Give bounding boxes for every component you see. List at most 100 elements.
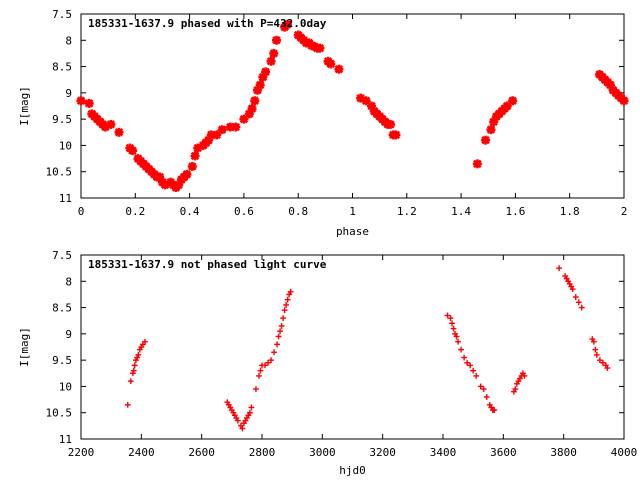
data-point xyxy=(334,64,344,74)
x-axis-label: phase xyxy=(336,225,369,238)
data-point xyxy=(467,362,474,369)
data-point xyxy=(508,96,518,106)
data-point xyxy=(444,312,451,319)
data-point xyxy=(458,346,464,353)
data-point xyxy=(234,417,241,424)
x-tick-label: 3200 xyxy=(369,446,396,459)
data-point xyxy=(604,365,611,371)
x-tick-label: 4000 xyxy=(611,446,638,459)
y-axis-label: I[mag] xyxy=(18,86,31,126)
y-tick-label: 9 xyxy=(65,328,72,341)
data-point xyxy=(206,130,216,140)
x-tick-label: 3400 xyxy=(430,446,457,459)
data-point xyxy=(127,378,134,385)
data-point xyxy=(239,114,249,124)
data-point xyxy=(449,320,455,327)
data-point xyxy=(266,56,276,66)
x-tick-label: 2800 xyxy=(249,446,276,459)
x-tick-label: 1.6 xyxy=(505,205,525,218)
data-point xyxy=(275,333,282,340)
data-point xyxy=(239,425,246,432)
data-point xyxy=(315,43,325,53)
data-point xyxy=(592,346,599,353)
y-tick-label: 7.5 xyxy=(52,8,72,21)
x-tick-label: 3600 xyxy=(490,446,517,459)
data-point xyxy=(453,333,460,340)
x-tick-label: 1.4 xyxy=(451,205,471,218)
x-tick-label: 0.2 xyxy=(125,205,145,218)
y-tick-label: 9.5 xyxy=(52,354,72,367)
y-tick-label: 8 xyxy=(65,275,72,288)
data-point xyxy=(596,357,603,364)
chart-panel-2: 2200 2400 2600 2800 3000 3200 3400 3600 3800 4000… xyxy=(18,249,637,477)
y-tick-label: 11 xyxy=(59,192,72,205)
data-point xyxy=(255,80,265,90)
x-tick-label: 2600 xyxy=(188,446,215,459)
y-tick-label: 8.5 xyxy=(52,302,72,315)
x-tick-label: 1 xyxy=(349,205,356,218)
y-tick-label: 8.5 xyxy=(52,61,72,74)
data-points xyxy=(124,265,611,432)
data-point xyxy=(190,151,200,161)
data-point xyxy=(619,96,629,106)
data-point xyxy=(473,373,480,379)
data-point xyxy=(130,367,137,374)
data-point xyxy=(486,125,496,135)
x-tick-label: 0.8 xyxy=(288,205,308,218)
data-point xyxy=(281,307,288,314)
plot-frame xyxy=(80,13,625,199)
data-point xyxy=(477,383,484,390)
y-tick-label: 11 xyxy=(59,433,72,446)
y-tick-label: 10.5 xyxy=(46,166,73,179)
x-tick-label: 1.8 xyxy=(560,205,580,218)
data-point xyxy=(271,35,281,45)
data-point xyxy=(283,302,290,308)
data-point xyxy=(277,328,283,335)
data-point xyxy=(391,130,401,140)
data-point xyxy=(455,338,461,345)
data-point xyxy=(521,373,528,379)
x-tick-label: 2400 xyxy=(128,446,155,459)
data-point xyxy=(502,101,512,111)
data-point xyxy=(248,404,255,411)
data-point xyxy=(575,299,582,306)
chart-panel-1: 0 0.2 0.4 0.6 0.8 1 1.2 1.4 1.6 1.8 2 7.5 8 8.5 9 9.5 10… xyxy=(18,8,629,238)
data-point xyxy=(470,367,477,374)
data-point xyxy=(282,20,292,30)
data-point xyxy=(217,125,227,135)
data-point xyxy=(464,359,471,366)
data-point xyxy=(265,359,271,366)
y-tick-label: 7.5 xyxy=(52,249,72,262)
data-point xyxy=(212,130,222,140)
x-axis-label: hjd0 xyxy=(339,464,366,477)
chart-title: 185331-1637.9 not phased light curve xyxy=(88,258,327,271)
data-point xyxy=(268,357,274,364)
data-point xyxy=(231,122,241,132)
data-point xyxy=(247,104,257,114)
data-point xyxy=(569,286,576,293)
data-point xyxy=(556,265,563,272)
data-point xyxy=(287,288,294,295)
data-point xyxy=(284,296,291,303)
y-tick-label: 8 xyxy=(65,34,72,47)
data-point xyxy=(114,127,124,137)
data-point xyxy=(256,373,262,379)
data-point xyxy=(250,96,260,106)
y-tick-label: 10 xyxy=(59,380,72,393)
x-tick-label: 0.4 xyxy=(180,205,200,218)
data-point xyxy=(271,349,277,356)
data-point xyxy=(257,367,264,374)
data-point xyxy=(182,169,192,179)
chart-title: 185331-1637.9 phased with P=432.0day xyxy=(88,17,327,30)
plot-frame xyxy=(80,254,625,440)
y-tick-label: 10 xyxy=(59,139,72,152)
x-tick-label: 2200 xyxy=(68,446,95,459)
data-point xyxy=(472,159,482,169)
data-point xyxy=(512,386,519,392)
data-point xyxy=(578,304,585,311)
data-point xyxy=(135,351,142,358)
data-point xyxy=(278,323,285,329)
data-point xyxy=(483,394,490,400)
x-tick-label: 3000 xyxy=(309,446,336,459)
x-tick-label: 0.6 xyxy=(234,205,254,218)
